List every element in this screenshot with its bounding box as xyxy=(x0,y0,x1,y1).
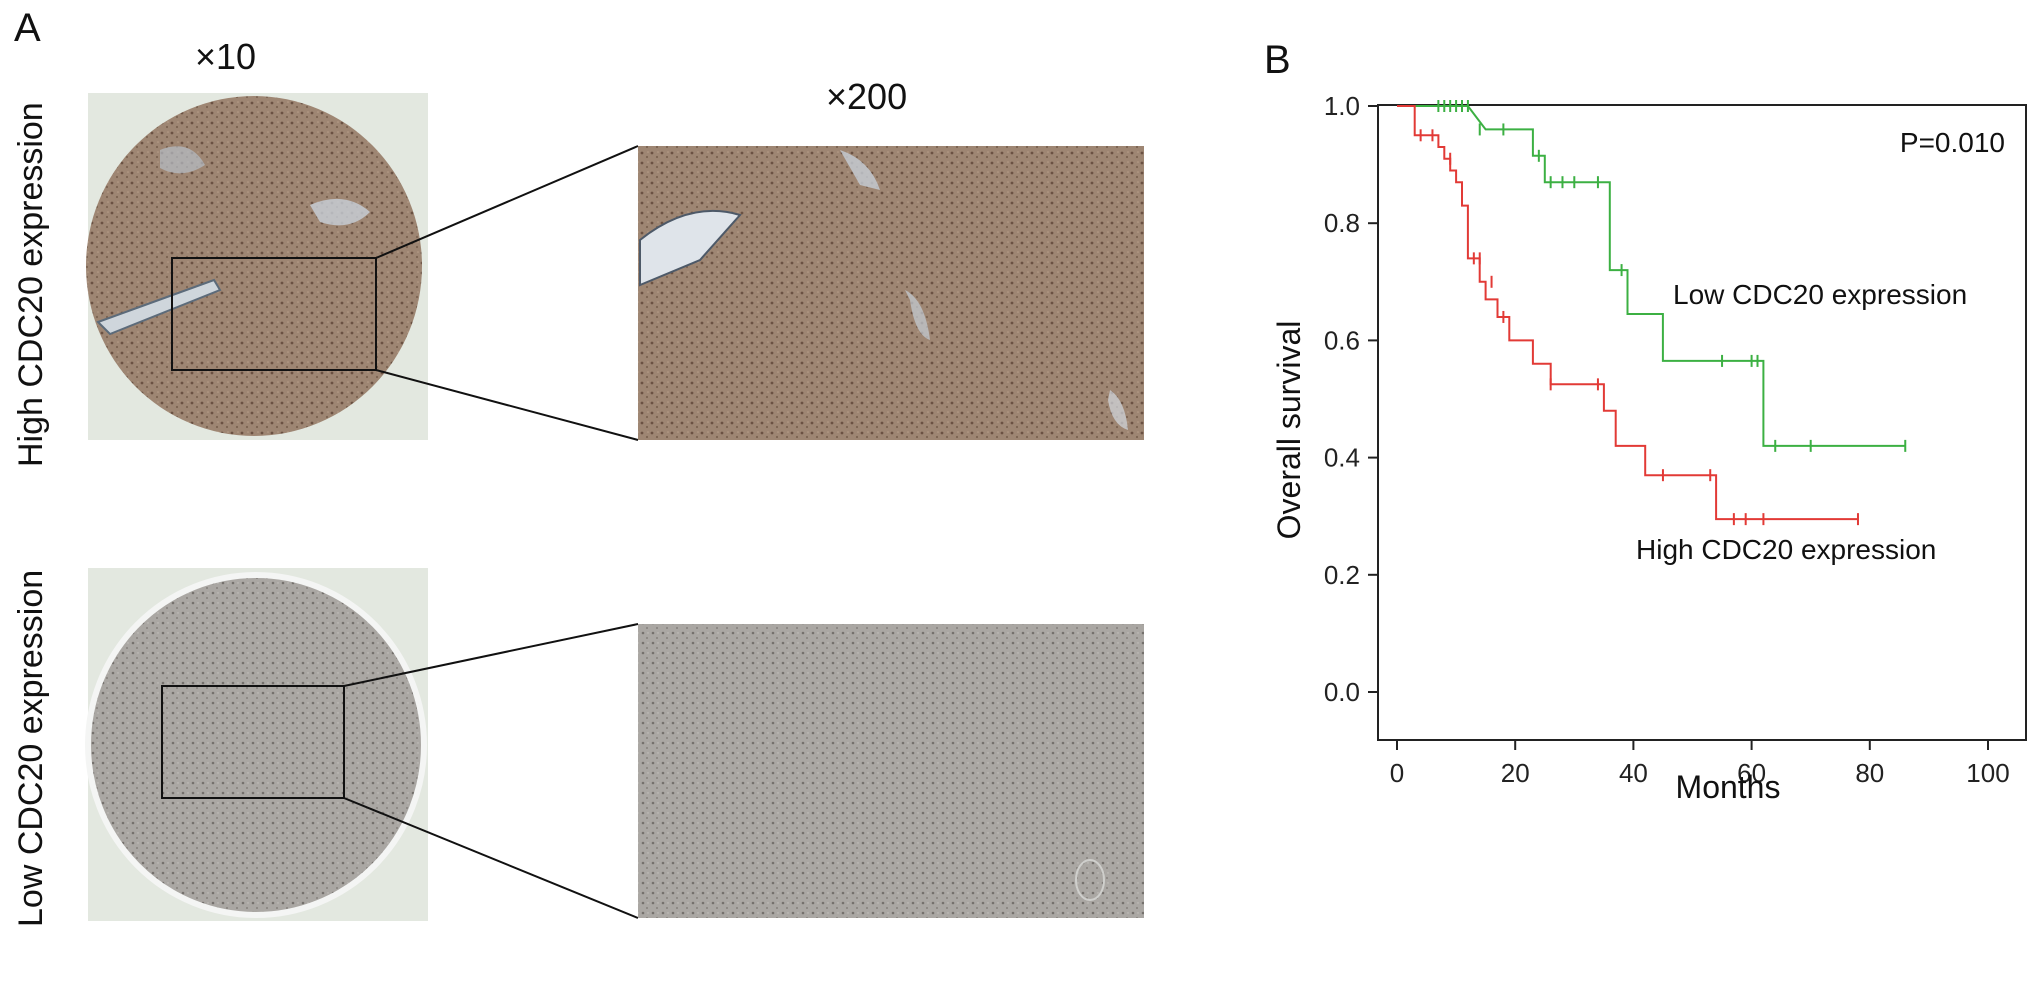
survival-curve-high xyxy=(1397,105,1858,521)
chart-series xyxy=(1397,100,1907,526)
panel-a-letter: A xyxy=(14,6,41,50)
x-tick-label: 0 xyxy=(1390,758,1404,788)
vessel-high xyxy=(96,278,222,336)
y-tick-label: 0.8 xyxy=(1324,208,1360,238)
x-tick-label: 20 xyxy=(1501,758,1530,788)
x-tick-label: 80 xyxy=(1855,758,1884,788)
high-series-label: High CDC20 expression xyxy=(1636,534,1936,565)
survival-chart: 0 20 40 60 80 100 0.0 0.2 0.4 0.6 0.8 1.0 Overall s… xyxy=(1271,91,2027,805)
y-tick-label: 0.2 xyxy=(1324,560,1360,590)
magnification-high-label: ×200 xyxy=(826,76,908,117)
y-axis-title: Overall survival xyxy=(1271,321,1307,540)
zoom-image-low xyxy=(638,624,1144,918)
histology-figure xyxy=(85,93,1144,921)
y-tick-label: 1.0 xyxy=(1324,91,1360,121)
chart-axes: 0 20 40 60 80 100 0.0 0.2 0.4 0.6 0.8 1.0 xyxy=(1324,91,2027,788)
x-tick-label: 100 xyxy=(1966,758,2009,788)
zoom-box-high xyxy=(171,257,377,371)
zoom-image-high xyxy=(638,146,1144,440)
y-tick-label: 0.4 xyxy=(1324,443,1360,473)
x-tick-label: 40 xyxy=(1619,758,1648,788)
magnification-low-label: ×10 xyxy=(195,36,257,77)
tissue-core-low xyxy=(88,575,424,915)
tissue-core-high xyxy=(86,96,422,436)
survival-curve-low xyxy=(1397,105,1906,447)
panel-b-letter: B xyxy=(1264,38,1291,82)
p-value-label: P=0.010 xyxy=(1900,127,2005,158)
low-series-label: Low CDC20 expression xyxy=(1673,279,1967,310)
y-tick-label: 0.6 xyxy=(1324,325,1360,355)
zoom-box-low xyxy=(161,685,345,799)
plot-frame xyxy=(1377,104,2027,741)
y-tick-label: 0.0 xyxy=(1324,677,1360,707)
x-axis-title: Months xyxy=(1676,769,1781,805)
x-tick-label: 60 xyxy=(1737,758,1766,788)
